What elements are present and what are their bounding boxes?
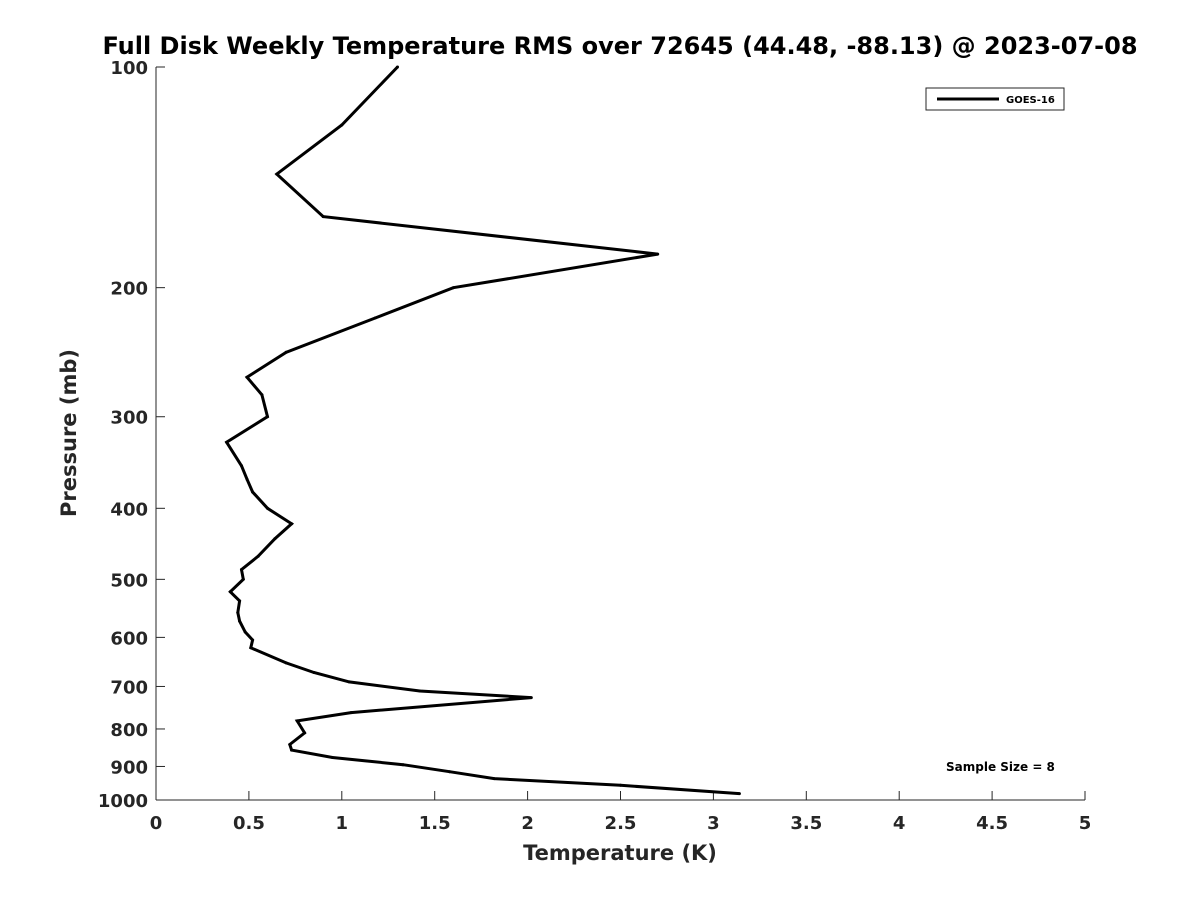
data-point [266, 506, 269, 510]
data-point [303, 731, 307, 735]
legend-entry-goes-16: GOES-16 [1006, 95, 1055, 106]
data-point [290, 748, 294, 752]
chart-title: Full Disk Weekly Temperature RMS over 72… [102, 32, 1137, 60]
y-tick-label: 300 [110, 408, 148, 429]
data-point [295, 719, 299, 723]
x-tick-label: 2 [521, 813, 534, 834]
series-line-goes-16 [224, 65, 740, 796]
series-points [225, 65, 741, 796]
data-point [284, 350, 288, 354]
data-point [241, 577, 245, 581]
y-axis-label: Pressure (mb) [57, 349, 81, 517]
data-point [284, 661, 288, 665]
legend: GOES-16 [925, 87, 1065, 111]
y-tick-label: 400 [110, 499, 148, 520]
data-point [451, 286, 455, 290]
y-tick-label: 200 [110, 279, 148, 300]
y-tick-label: 800 [110, 720, 148, 741]
data-point [238, 599, 242, 603]
data-point [225, 440, 229, 444]
data-point [737, 792, 741, 796]
data-point [290, 522, 294, 526]
data-point [249, 646, 253, 650]
x-tick-label: 1.5 [419, 813, 451, 834]
y-ticks: 100 200 300 400 500 600 700 800 900 1000 [98, 58, 165, 812]
data-point [238, 619, 242, 623]
x-tick-label: 4.5 [976, 813, 1008, 834]
data-point [312, 671, 316, 674]
data-point [275, 172, 279, 176]
x-tick-label: 0 [150, 813, 163, 834]
y-tick-label: 700 [110, 677, 148, 698]
y-tick-label: 600 [110, 628, 148, 649]
x-tick-label: 3 [707, 813, 720, 834]
data-point [448, 770, 452, 774]
x-ticks: 0 0.5 1 1.5 2 2.5 3 3.5 4 4.5 5 [150, 791, 1092, 834]
data-point [228, 590, 232, 594]
x-axis-label: Temperature (K) [523, 841, 717, 865]
data-point [288, 743, 292, 746]
x-tick-label: 0.5 [233, 813, 265, 834]
data-point [349, 711, 353, 715]
data-point [492, 777, 496, 781]
data-point [396, 65, 399, 69]
data-point [340, 123, 344, 127]
data-point [273, 537, 277, 541]
data-point [266, 415, 269, 419]
x-tick-label: 5 [1079, 813, 1092, 834]
data-point [243, 630, 247, 634]
data-point [240, 464, 243, 468]
x-tick-label: 4 [893, 813, 906, 834]
data-point [401, 763, 405, 767]
data-point [251, 638, 255, 642]
data-point [245, 375, 249, 379]
y-tick-label: 500 [110, 570, 148, 591]
data-point [251, 490, 255, 494]
data-point [656, 252, 660, 256]
y-tick-label: 100 [110, 58, 148, 79]
data-point [418, 689, 422, 693]
y-tick-label: 1000 [98, 791, 148, 812]
data-point [236, 611, 240, 615]
data-point [373, 316, 377, 320]
data-point [331, 756, 334, 759]
data-point [321, 215, 325, 219]
data-point [619, 783, 622, 787]
data-point [529, 696, 533, 700]
data-point [347, 680, 351, 684]
data-point [240, 568, 243, 572]
data-point [256, 554, 260, 558]
sample-size-annotation: Sample Size = 8 [946, 760, 1055, 774]
y-tick-label: 900 [110, 757, 148, 778]
x-tick-label: 2.5 [605, 813, 637, 834]
x-tick-label: 3.5 [790, 813, 822, 834]
x-tick-label: 1 [336, 813, 349, 834]
data-point [245, 477, 249, 481]
data-point [260, 393, 264, 397]
